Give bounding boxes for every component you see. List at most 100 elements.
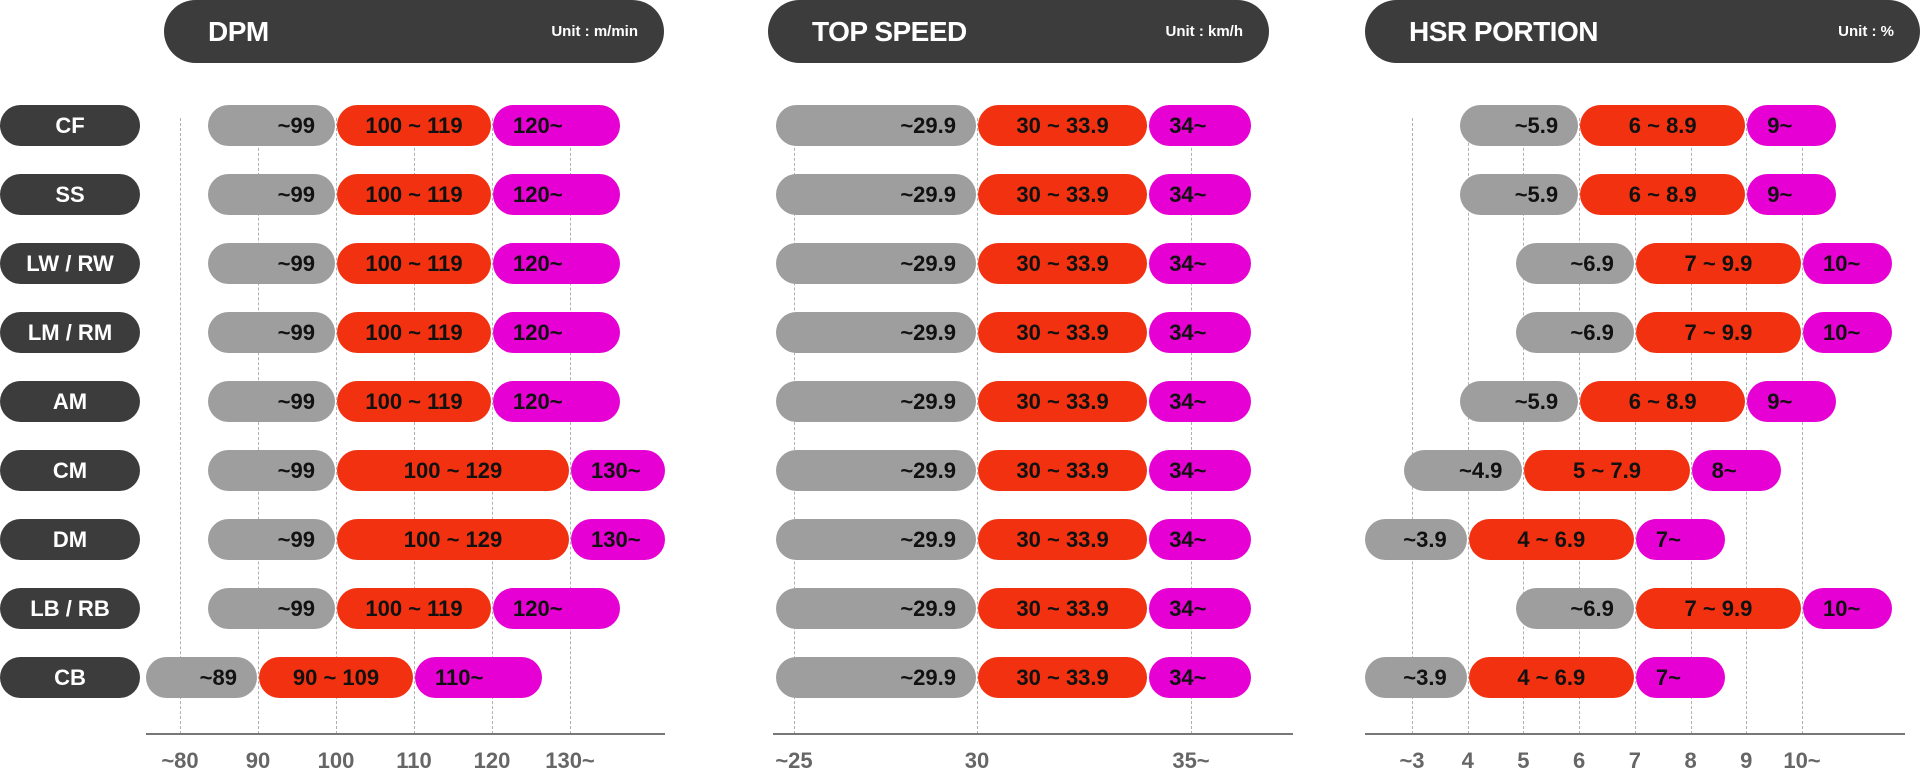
range-bar-high: 7~ bbox=[1635, 519, 1725, 560]
position-label-am: AM bbox=[0, 381, 140, 422]
gridline bbox=[180, 118, 181, 734]
chart-title: HSR PORTION bbox=[1409, 16, 1598, 47]
range-bar-mid: 30 ~ 33.9 bbox=[978, 312, 1148, 353]
range-bar-high: 120~ bbox=[493, 105, 620, 146]
range-bar-high: 9~ bbox=[1747, 105, 1837, 146]
range-bar-low: ~29.9 bbox=[776, 657, 976, 698]
range-bar-low: ~29.9 bbox=[776, 588, 976, 629]
gridline bbox=[336, 118, 337, 734]
tick-label: ~3 bbox=[1399, 748, 1425, 773]
tick-label: 6 bbox=[1573, 748, 1586, 773]
gridline bbox=[1746, 118, 1748, 734]
range-bar-high: 120~ bbox=[493, 381, 620, 422]
range-bar-mid: 6 ~ 8.9 bbox=[1580, 105, 1746, 146]
range-bar-low: ~29.9 bbox=[776, 105, 976, 146]
gridline bbox=[977, 118, 978, 734]
range-bar-high: 130~ bbox=[571, 450, 665, 491]
chart-header-1: TOP SPEED Unit : km/h bbox=[768, 0, 1269, 63]
range-bar-mid: 100 ~ 119 bbox=[337, 381, 491, 422]
tick-label: 4 bbox=[1461, 748, 1474, 773]
range-bar-high: 7~ bbox=[1635, 657, 1725, 698]
range-bar-low: ~29.9 bbox=[776, 174, 976, 215]
range-bar-low: ~29.9 bbox=[776, 519, 976, 560]
unit-label: Unit : km/h bbox=[1165, 23, 1244, 40]
range-bar-high: 10~ bbox=[1803, 243, 1892, 284]
range-bar-low: ~29.9 bbox=[776, 381, 976, 422]
range-bar-mid: 100 ~ 119 bbox=[337, 243, 491, 284]
range-bar-high: 34~ bbox=[1149, 174, 1252, 215]
tick-label: 8 bbox=[1684, 748, 1697, 773]
range-bar-mid: 100 ~ 119 bbox=[337, 588, 491, 629]
gridline bbox=[492, 118, 493, 734]
position-label-cb: CB bbox=[0, 657, 140, 698]
range-bar-low: ~5.9 bbox=[1460, 174, 1579, 215]
x-axis-line bbox=[1365, 733, 1905, 735]
range-bar-mid: 90 ~ 109 bbox=[259, 657, 413, 698]
range-bar-low: ~5.9 bbox=[1460, 381, 1579, 422]
range-bar-mid: 6 ~ 8.9 bbox=[1580, 174, 1746, 215]
range-bar-mid: 30 ~ 33.9 bbox=[978, 519, 1148, 560]
range-bar-low: ~3.9 bbox=[1365, 657, 1467, 698]
gridline bbox=[1523, 118, 1525, 734]
range-bar-high: 120~ bbox=[493, 174, 620, 215]
range-bar-high: 34~ bbox=[1149, 243, 1252, 284]
position-label-cm: CM bbox=[0, 450, 140, 491]
range-bar-low: ~99 bbox=[208, 312, 335, 353]
gridline bbox=[1191, 118, 1192, 734]
range-bar-mid: 7 ~ 9.9 bbox=[1635, 588, 1801, 629]
range-bar-mid: 30 ~ 33.9 bbox=[978, 450, 1148, 491]
gridline bbox=[1690, 118, 1692, 734]
range-bar-high: 120~ bbox=[493, 243, 620, 284]
gridline bbox=[794, 118, 795, 734]
gridline bbox=[414, 118, 415, 734]
range-bar-high: 120~ bbox=[493, 588, 620, 629]
range-bar-mid: 100 ~ 129 bbox=[337, 450, 569, 491]
chart-title: TOP SPEED bbox=[812, 16, 967, 47]
gridline bbox=[258, 118, 259, 734]
range-bar-high: 34~ bbox=[1149, 450, 1252, 491]
gridline bbox=[1634, 118, 1636, 734]
range-bar-mid: 7 ~ 9.9 bbox=[1635, 243, 1801, 284]
range-bar-low: ~3.9 bbox=[1365, 519, 1467, 560]
range-bar-high: 120~ bbox=[493, 312, 620, 353]
gridline bbox=[1412, 118, 1413, 734]
range-bar-mid: 100 ~ 119 bbox=[337, 312, 491, 353]
range-bar-low: ~99 bbox=[208, 174, 335, 215]
range-bar-low: ~89 bbox=[146, 657, 257, 698]
range-bar-mid: 30 ~ 33.9 bbox=[978, 588, 1148, 629]
range-bar-mid: 5 ~ 7.9 bbox=[1524, 450, 1690, 491]
range-bar-mid: 30 ~ 33.9 bbox=[978, 657, 1148, 698]
gridline bbox=[1802, 118, 1803, 734]
range-bar-mid: 30 ~ 33.9 bbox=[978, 243, 1148, 284]
tick-label: 120 bbox=[473, 748, 511, 773]
range-bar-low: ~99 bbox=[208, 105, 335, 146]
chart-header-0: DPM Unit : m/min bbox=[164, 0, 664, 63]
position-label-lm-rm: LM / RM bbox=[0, 312, 140, 353]
range-bar-high: 9~ bbox=[1747, 174, 1837, 215]
range-bar-mid: 30 ~ 33.9 bbox=[978, 105, 1148, 146]
range-bar-mid: 30 ~ 33.9 bbox=[978, 381, 1148, 422]
range-bar-high: 10~ bbox=[1803, 588, 1892, 629]
range-bar-high: 34~ bbox=[1149, 519, 1252, 560]
tick-label: 110 bbox=[396, 748, 432, 773]
tick-label: 7 bbox=[1628, 748, 1641, 773]
position-label-lb-rb: LB / RB bbox=[0, 588, 140, 629]
range-bar-mid: 4 ~ 6.9 bbox=[1468, 519, 1634, 560]
range-bar-high: 8~ bbox=[1691, 450, 1781, 491]
position-label-lw-rw: LW / RW bbox=[0, 243, 140, 284]
range-bar-high: 34~ bbox=[1149, 312, 1252, 353]
gridline bbox=[1467, 118, 1469, 734]
range-bar-low: ~4.9 bbox=[1404, 450, 1523, 491]
range-bar-high: 34~ bbox=[1149, 105, 1252, 146]
x-axis-line bbox=[773, 733, 1293, 735]
tick-label: 90 bbox=[245, 748, 271, 773]
position-label-ss: SS bbox=[0, 174, 140, 215]
range-bar-low: ~6.9 bbox=[1515, 588, 1634, 629]
range-bar-low: ~5.9 bbox=[1460, 105, 1579, 146]
range-bar-low: ~99 bbox=[208, 519, 335, 560]
x-axis-line bbox=[146, 733, 665, 735]
chart-title: DPM bbox=[208, 16, 269, 47]
range-bar-high: 9~ bbox=[1747, 381, 1837, 422]
range-bar-low: ~99 bbox=[208, 243, 335, 284]
tick-label: ~80 bbox=[161, 748, 199, 773]
